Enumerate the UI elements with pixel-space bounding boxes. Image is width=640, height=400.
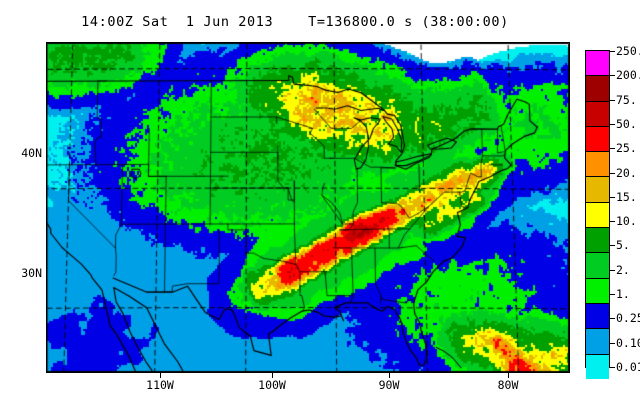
colorbar-tick-4 bbox=[610, 148, 615, 150]
colorbar-tick-2 bbox=[610, 99, 615, 101]
colorbar-band-2 bbox=[586, 253, 609, 279]
colorbar-band-5 bbox=[586, 228, 609, 254]
colorbar-label-3: 50. bbox=[616, 116, 637, 131]
x-tick-label-90w: 90W bbox=[378, 378, 400, 392]
colorbar-tick-11 bbox=[610, 318, 615, 320]
colorbar-bands bbox=[585, 50, 610, 379]
x-tick-mark-90w bbox=[389, 373, 390, 378]
colorbar-tick-1 bbox=[610, 75, 615, 77]
figure-title: 14:00Z Sat 1 Jun 2013 T=136800.0 s (38:0… bbox=[81, 14, 509, 30]
x-tick-label-80w: 80W bbox=[497, 378, 519, 392]
colorbar-tick-9 bbox=[610, 269, 615, 271]
colorbar-band-15 bbox=[586, 177, 609, 203]
colorbar-band-50 bbox=[586, 101, 609, 127]
colorbar-tick-12 bbox=[610, 342, 615, 344]
y-tick-label-30n: 30N bbox=[21, 266, 42, 280]
colorbar-tick-13 bbox=[610, 367, 615, 368]
colorbar-band-025 bbox=[586, 303, 609, 330]
colorbar-label-11: 0.25 bbox=[616, 311, 640, 326]
colorbar-label-0: 250. bbox=[616, 44, 640, 58]
colorbar-band-75 bbox=[586, 76, 609, 102]
x-tick-label-110w: 110W bbox=[146, 378, 174, 392]
colorbar-band-25 bbox=[586, 126, 609, 153]
colorbar-band-10 bbox=[586, 202, 609, 229]
colorbar-tick-8 bbox=[610, 245, 615, 247]
x-tick-mark-80w bbox=[508, 373, 509, 378]
colorbar-tick-6 bbox=[610, 196, 615, 198]
precipitation-raster bbox=[47, 43, 569, 372]
colorbar-label-10: 1. bbox=[616, 287, 630, 302]
colorbar-tick-0 bbox=[610, 51, 615, 52]
colorbar-band-200 bbox=[586, 51, 609, 77]
colorbar-band-010 bbox=[586, 329, 609, 355]
colorbar-label-1: 200. bbox=[616, 68, 640, 83]
colorbar-label-13: 0.01 bbox=[616, 360, 640, 374]
map-plot-area bbox=[46, 42, 570, 373]
colorbar-label-8: 5. bbox=[616, 238, 630, 253]
x-tick-label-100w: 100W bbox=[258, 378, 286, 392]
colorbar-label-6: 15. bbox=[616, 189, 637, 204]
colorbar-label-5: 20. bbox=[616, 165, 637, 180]
colorbar: 250. 200. 75. 50. 25. 20. 15. 10. 5. 2. 1. 0.25 0.10… bbox=[585, 44, 640, 379]
colorbar-label-4: 25. bbox=[616, 141, 637, 156]
colorbar-band-001 bbox=[586, 354, 609, 379]
colorbar-tick-7 bbox=[610, 221, 615, 223]
colorbar-label-9: 2. bbox=[616, 262, 630, 277]
y-tick-label-40n: 40N bbox=[21, 146, 42, 160]
colorbar-band-1 bbox=[586, 278, 609, 304]
colorbar-band-20 bbox=[586, 152, 609, 178]
colorbar-label-12: 0.10 bbox=[616, 335, 640, 350]
colorbar-label-7: 10. bbox=[616, 214, 637, 229]
colorbar-tick-3 bbox=[610, 123, 615, 125]
x-tick-mark-110w bbox=[160, 373, 161, 378]
colorbar-tick-5 bbox=[610, 172, 615, 174]
colorbar-label-2: 75. bbox=[616, 92, 637, 107]
x-tick-mark-100w bbox=[272, 373, 273, 378]
colorbar-tick-10 bbox=[610, 294, 615, 296]
